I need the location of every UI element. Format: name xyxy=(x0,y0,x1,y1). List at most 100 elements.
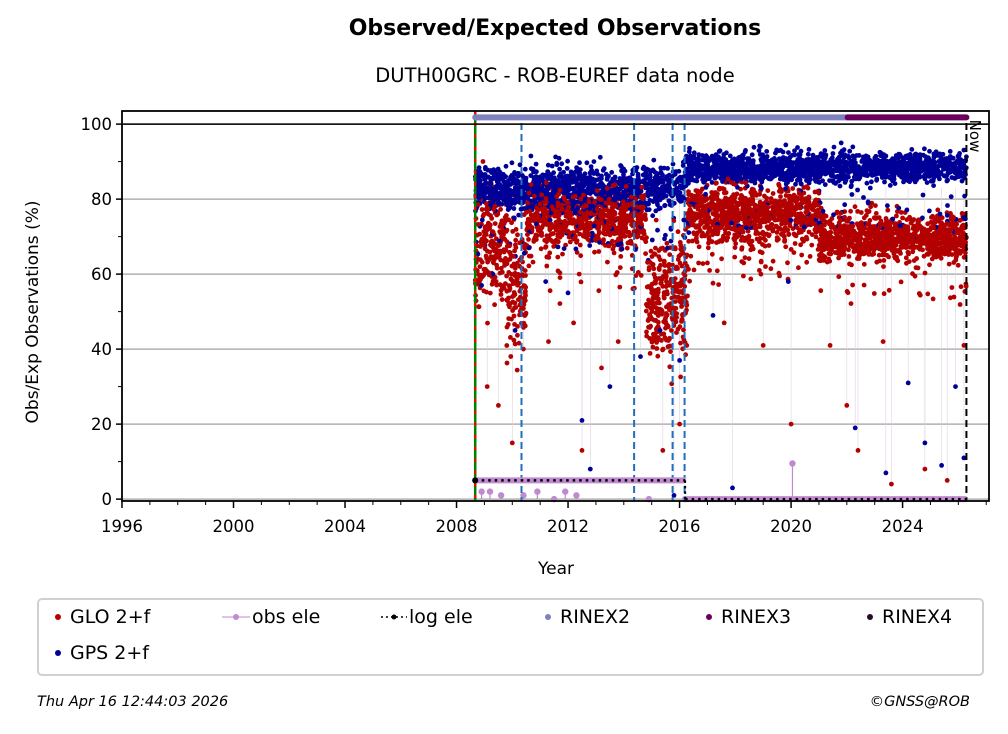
data-point xyxy=(511,215,517,221)
data-point xyxy=(881,258,887,263)
data-point xyxy=(622,168,628,174)
data-point xyxy=(641,228,647,234)
data-point xyxy=(709,180,715,185)
data-point xyxy=(693,188,699,194)
data-point xyxy=(674,330,679,335)
data-point xyxy=(880,339,886,344)
data-point xyxy=(643,308,649,314)
data-point xyxy=(504,227,510,233)
data-point xyxy=(573,246,579,252)
data-point xyxy=(510,229,516,234)
data-point xyxy=(514,181,520,187)
data-point xyxy=(526,237,531,242)
data-point xyxy=(849,262,854,268)
data-point xyxy=(509,176,515,182)
data-point xyxy=(654,346,660,351)
data-point xyxy=(807,254,813,259)
data-point xyxy=(806,229,812,235)
data-point xyxy=(483,224,489,230)
data-point xyxy=(771,206,777,212)
data-point xyxy=(617,265,623,270)
data-point xyxy=(526,263,532,269)
data-point xyxy=(667,252,673,257)
data-point xyxy=(515,232,520,238)
data-point xyxy=(706,240,711,246)
data-point xyxy=(799,252,805,258)
data-point xyxy=(591,182,597,188)
data-point xyxy=(776,183,782,189)
data-point xyxy=(547,250,553,256)
data-point xyxy=(579,448,585,453)
data-point xyxy=(877,258,883,264)
data-point xyxy=(597,239,602,245)
data-point xyxy=(686,189,691,195)
data-point xyxy=(696,260,701,266)
data-point xyxy=(861,282,867,288)
data-point xyxy=(790,186,796,191)
data-point xyxy=(661,319,667,325)
data-point xyxy=(490,176,496,182)
data-point xyxy=(911,246,916,252)
obs-ele-point xyxy=(534,488,541,495)
data-point xyxy=(648,187,653,193)
data-point xyxy=(574,181,580,187)
data-point xyxy=(477,183,483,189)
data-point xyxy=(885,203,890,209)
data-point xyxy=(733,241,739,247)
data-point xyxy=(792,241,798,246)
data-point xyxy=(612,174,618,180)
data-point xyxy=(649,254,655,259)
data-point xyxy=(861,261,867,267)
data-point xyxy=(666,263,671,269)
data-point xyxy=(914,256,919,261)
data-point xyxy=(927,148,932,154)
data-point xyxy=(702,225,707,230)
data-point xyxy=(643,251,648,256)
data-point xyxy=(481,267,487,272)
data-point xyxy=(629,241,634,246)
data-point xyxy=(913,265,919,271)
data-point xyxy=(707,268,712,273)
data-point xyxy=(659,311,665,317)
data-point xyxy=(497,270,503,276)
data-point xyxy=(599,176,604,181)
data-point xyxy=(831,144,837,150)
data-point xyxy=(633,273,639,278)
data-point xyxy=(841,252,847,257)
data-point xyxy=(747,241,753,247)
data-point xyxy=(776,270,782,276)
data-point xyxy=(882,179,887,185)
data-point xyxy=(613,190,619,196)
data-point xyxy=(871,291,877,296)
data-point xyxy=(660,172,665,178)
data-point xyxy=(669,328,674,333)
data-point xyxy=(618,164,624,169)
data-point xyxy=(782,198,787,204)
data-point xyxy=(609,170,615,175)
data-point xyxy=(561,177,566,183)
data-point xyxy=(937,176,942,182)
data-point xyxy=(788,247,794,252)
data-point xyxy=(709,239,715,245)
data-point xyxy=(611,250,617,256)
data-point xyxy=(947,149,953,154)
data-point xyxy=(829,178,835,184)
data-point xyxy=(557,270,563,276)
data-point xyxy=(559,161,565,167)
data-point xyxy=(496,403,501,408)
data-point xyxy=(935,207,941,213)
data-point xyxy=(554,162,560,168)
data-point xyxy=(959,178,965,184)
data-point xyxy=(864,208,870,214)
data-point xyxy=(599,180,604,186)
data-point xyxy=(483,180,489,186)
obs-ele-point xyxy=(562,488,569,495)
data-point xyxy=(770,191,776,196)
data-point xyxy=(820,208,826,214)
data-point xyxy=(881,291,887,297)
data-point xyxy=(615,242,621,248)
data-point xyxy=(654,173,659,179)
data-point xyxy=(610,246,616,252)
data-point xyxy=(650,213,656,219)
